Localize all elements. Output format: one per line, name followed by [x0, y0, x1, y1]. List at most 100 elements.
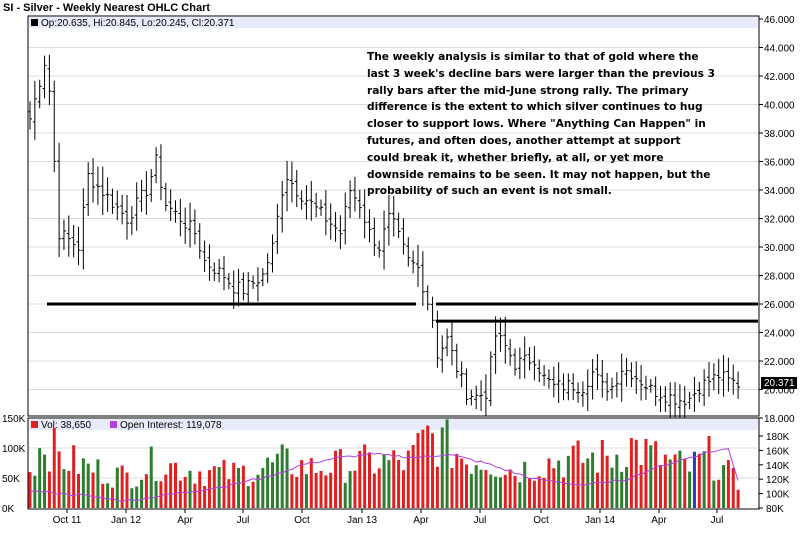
volume-bar — [358, 450, 362, 508]
volume-bar — [610, 467, 614, 508]
ohlc-bar — [357, 189, 362, 219]
oi-tick-label: 80K — [766, 504, 784, 515]
ohlc-bar — [91, 158, 96, 203]
volume-bar — [256, 474, 260, 508]
ohlc-bar — [420, 251, 425, 306]
ohlc-bar — [716, 358, 721, 395]
volume-bar — [86, 463, 90, 508]
ohlc-bar — [508, 339, 513, 366]
price-tick-label: 28.000 — [764, 272, 795, 283]
volume-bar — [72, 445, 76, 508]
ohlc-bar — [464, 368, 469, 405]
volume-bar — [547, 458, 551, 508]
ohlc-bar — [197, 223, 202, 259]
ohlc-bar — [396, 212, 401, 239]
ohlc-bar — [556, 362, 561, 403]
volume-bar — [135, 486, 139, 508]
open-interest-y-axis: 180K 160K 140K 120K 100K 80K — [759, 432, 790, 515]
volume-bar — [591, 452, 595, 508]
price-tick-label: 42.000 — [764, 72, 795, 83]
last-price-box — [761, 377, 797, 389]
ohlc-bar — [299, 190, 304, 210]
volume-bar — [629, 438, 633, 508]
ohlc-bar — [149, 168, 154, 202]
volume-bar — [96, 459, 100, 508]
ohlc-bar — [580, 381, 585, 407]
ohlc-bar — [585, 369, 590, 411]
ohlc-bar — [605, 372, 610, 401]
volume-bar — [271, 462, 274, 508]
ohlc-bar — [619, 353, 624, 402]
ohlc-bar — [731, 364, 736, 395]
ohlc-bar — [576, 382, 581, 403]
ohlc-bar — [391, 196, 396, 237]
ohlc-bar — [144, 171, 149, 215]
volume-bar — [586, 458, 590, 508]
ohlc-bar — [513, 348, 517, 376]
x-tick-label: Apr — [413, 515, 429, 526]
volume-bar — [426, 425, 430, 508]
volume-bar — [164, 474, 168, 508]
ohlc-bar — [202, 240, 207, 272]
volume-bar — [726, 460, 730, 508]
ohlc-bar — [222, 256, 226, 291]
ohlc-bar — [183, 207, 188, 244]
x-tick-label: Apr — [177, 515, 193, 526]
ohlc-bar — [406, 237, 411, 267]
ohlc-bar — [483, 374, 488, 417]
ohlc-bar — [634, 361, 639, 394]
ohlc-bar — [503, 316, 508, 364]
volume-bar — [101, 483, 105, 508]
ohlc-bar — [251, 275, 256, 289]
volume-bar — [149, 446, 153, 508]
ohlc-bar — [372, 217, 377, 257]
ohlc-bar — [517, 347, 522, 379]
volume-bar — [542, 477, 546, 508]
volume-tick-label: 50K — [2, 474, 20, 485]
volume-bar — [217, 466, 221, 508]
volume-bar — [600, 439, 604, 508]
ohlc-bar — [285, 160, 290, 212]
volume-bar — [518, 482, 522, 508]
volume-bar — [130, 488, 134, 508]
price-tick-label: 18.000 — [764, 414, 795, 425]
ohlc-bar — [139, 179, 144, 212]
ohlc-bar — [28, 101, 32, 130]
oi-tick-label: 140K — [766, 461, 790, 472]
price-tick-label: 40.000 — [764, 101, 795, 112]
ohlc-bar — [639, 365, 644, 401]
volume-bar — [465, 464, 468, 508]
ohlc-bar — [289, 161, 294, 203]
ohlc-bar — [692, 376, 697, 412]
x-tick-label: Jul — [474, 515, 487, 526]
ohlc-bar — [110, 188, 115, 214]
price-y-axis: 46.000 44.000 42.000 40.000 38.000 36.000 34.0… — [759, 15, 795, 425]
support-lines — [47, 302, 758, 323]
volume-legend-swatch — [31, 421, 38, 428]
x-tick-label: Jan 12 — [111, 515, 141, 526]
ohlc-bar — [416, 244, 420, 287]
volume-bar — [295, 476, 299, 508]
ohlc-bar — [37, 79, 42, 109]
volume-bar — [717, 479, 721, 508]
volume-bar — [659, 465, 662, 508]
ohlc-bar — [71, 224, 76, 258]
volume-bar — [707, 436, 711, 508]
volume-bar — [304, 474, 308, 508]
volume-bar — [144, 474, 148, 508]
ohlc-bar — [449, 321, 454, 366]
volume-bar — [188, 470, 192, 508]
volume-y-axis: 150K 100K 50K 0K — [2, 414, 26, 515]
ohlc-bar — [687, 391, 692, 410]
x-tick-label: Apr — [651, 515, 667, 526]
volume-bar — [261, 467, 265, 508]
ohlc-bar — [304, 185, 309, 220]
volume-bar — [353, 470, 357, 508]
price-tick-label: 34.000 — [764, 186, 795, 197]
ohlc-bar — [338, 215, 343, 250]
ohlc-bar — [294, 170, 299, 208]
ohlc-bar — [314, 192, 319, 218]
volume-bar — [649, 445, 653, 508]
volume-bar — [266, 457, 270, 508]
